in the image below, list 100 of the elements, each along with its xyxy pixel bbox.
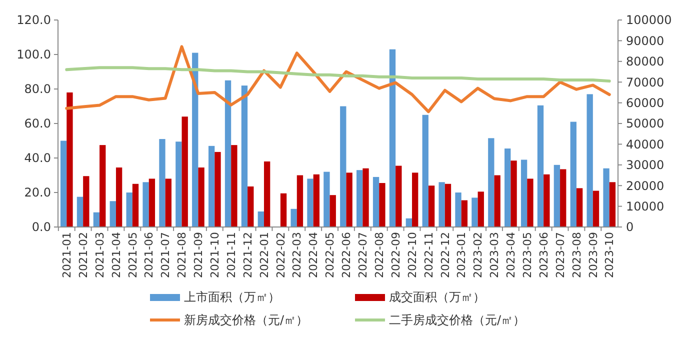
x-tick-label: 2023-10 [603, 232, 616, 278]
bar [362, 168, 369, 227]
bar [330, 195, 336, 227]
bar [148, 178, 156, 227]
x-tick-label: 2022-03 [290, 232, 304, 278]
bar [438, 182, 445, 227]
x-tick-label: 2022-02 [274, 232, 288, 278]
x-tick-label: 2022-04 [307, 232, 320, 278]
bar [494, 175, 500, 227]
x-tick-label: 2022-06 [340, 232, 354, 278]
y-tick-label: 80.0 [24, 82, 51, 96]
legend-label: 成交面积（万㎡） [389, 290, 485, 304]
y2-tick-label: 40000 [626, 137, 664, 152]
x-tick-label: 2023-02 [472, 232, 485, 278]
bar [231, 145, 238, 227]
x-tick-label: 2023-01 [455, 232, 468, 278]
bar [560, 169, 566, 227]
bar [307, 178, 314, 227]
bar [537, 105, 544, 227]
x-tick-label: 2021-08 [176, 232, 189, 278]
bar [60, 140, 67, 227]
x-tick-label: 2023-09 [586, 232, 600, 278]
y2-tick-label: 10000 [626, 200, 664, 214]
x-tick-label: 2022-05 [324, 232, 337, 278]
x-tick-label: 2021-01 [60, 232, 74, 278]
x-tick-label: 2021-02 [76, 232, 90, 278]
bar [159, 139, 166, 227]
x-tick-label: 2021-07 [159, 232, 172, 278]
bar [586, 94, 593, 227]
x-tick-label: 2022-12 [438, 232, 452, 278]
bar [472, 198, 478, 227]
bar [510, 160, 517, 227]
bar [313, 174, 320, 227]
bar [100, 145, 106, 227]
x-tick-label: 2022-08 [372, 232, 386, 278]
bar [379, 183, 386, 227]
bar [396, 166, 402, 227]
bar [346, 172, 352, 227]
y-tick-label: 40.0 [24, 151, 51, 166]
y-tick-label: 20.0 [24, 186, 51, 200]
legend-label: 新房成交价格（元/㎡） [184, 313, 308, 328]
y-tick-label: 120.0 [16, 13, 51, 28]
bar [208, 146, 215, 227]
bar [478, 192, 484, 227]
bar [241, 86, 248, 227]
bar [110, 201, 116, 227]
bar [428, 186, 435, 227]
bar [592, 190, 600, 227]
x-tick-label: 2021-12 [241, 232, 254, 278]
x-tick-label: 2022-07 [356, 232, 370, 278]
bar [504, 148, 511, 227]
x-tick-label: 2021-10 [208, 232, 222, 278]
bar [66, 92, 73, 227]
bar [570, 122, 576, 227]
line-series [65, 66, 611, 83]
x-tick-label: 2022-01 [258, 232, 271, 278]
bar [258, 211, 264, 227]
bar [603, 168, 610, 227]
bar [461, 200, 468, 227]
bar [356, 170, 363, 227]
bar [576, 188, 583, 227]
bar [372, 176, 380, 227]
y2-tick-label: 100000 [626, 13, 672, 28]
y2-tick-label: 70000 [626, 75, 664, 90]
x-tick-label: 2022-10 [406, 232, 419, 278]
x-tick-label: 2023-04 [504, 232, 518, 278]
x-tick-label: 2021-03 [93, 232, 106, 278]
bar [126, 192, 132, 227]
y2-tick-label: 60000 [626, 96, 664, 110]
bar [609, 182, 616, 227]
bar [444, 184, 452, 227]
bar [165, 178, 172, 227]
y2-tick-label: 90000 [626, 34, 664, 48]
bar [182, 116, 188, 227]
legend-label: 上市面积（万㎡） [184, 290, 280, 304]
bar [455, 192, 462, 227]
bar [248, 186, 254, 227]
y2-tick-label: 50000 [626, 116, 664, 131]
x-tick-label: 2023-06 [537, 232, 550, 278]
bar [412, 172, 418, 227]
bar [340, 106, 346, 227]
bar [116, 167, 122, 227]
bar [520, 160, 528, 227]
bar [389, 49, 396, 227]
y-tick-label: 100.0 [16, 48, 51, 62]
bar [132, 184, 139, 227]
x-tick-label: 2021-04 [110, 232, 123, 278]
x-tick-label: 2023-03 [488, 232, 502, 278]
y2-tick-label: 30000 [626, 158, 664, 172]
bar [488, 138, 494, 227]
x-tick-label: 2021-06 [142, 232, 156, 278]
bar [290, 208, 297, 227]
y-tick-label: 0.0 [32, 220, 51, 234]
bar [406, 218, 412, 227]
bar [544, 174, 550, 227]
x-tick-label: 2021-11 [224, 232, 238, 278]
x-tick-label: 2021-09 [192, 232, 206, 278]
x-tick-label: 2023-08 [570, 232, 584, 278]
bar [192, 52, 198, 227]
bar [214, 152, 221, 227]
